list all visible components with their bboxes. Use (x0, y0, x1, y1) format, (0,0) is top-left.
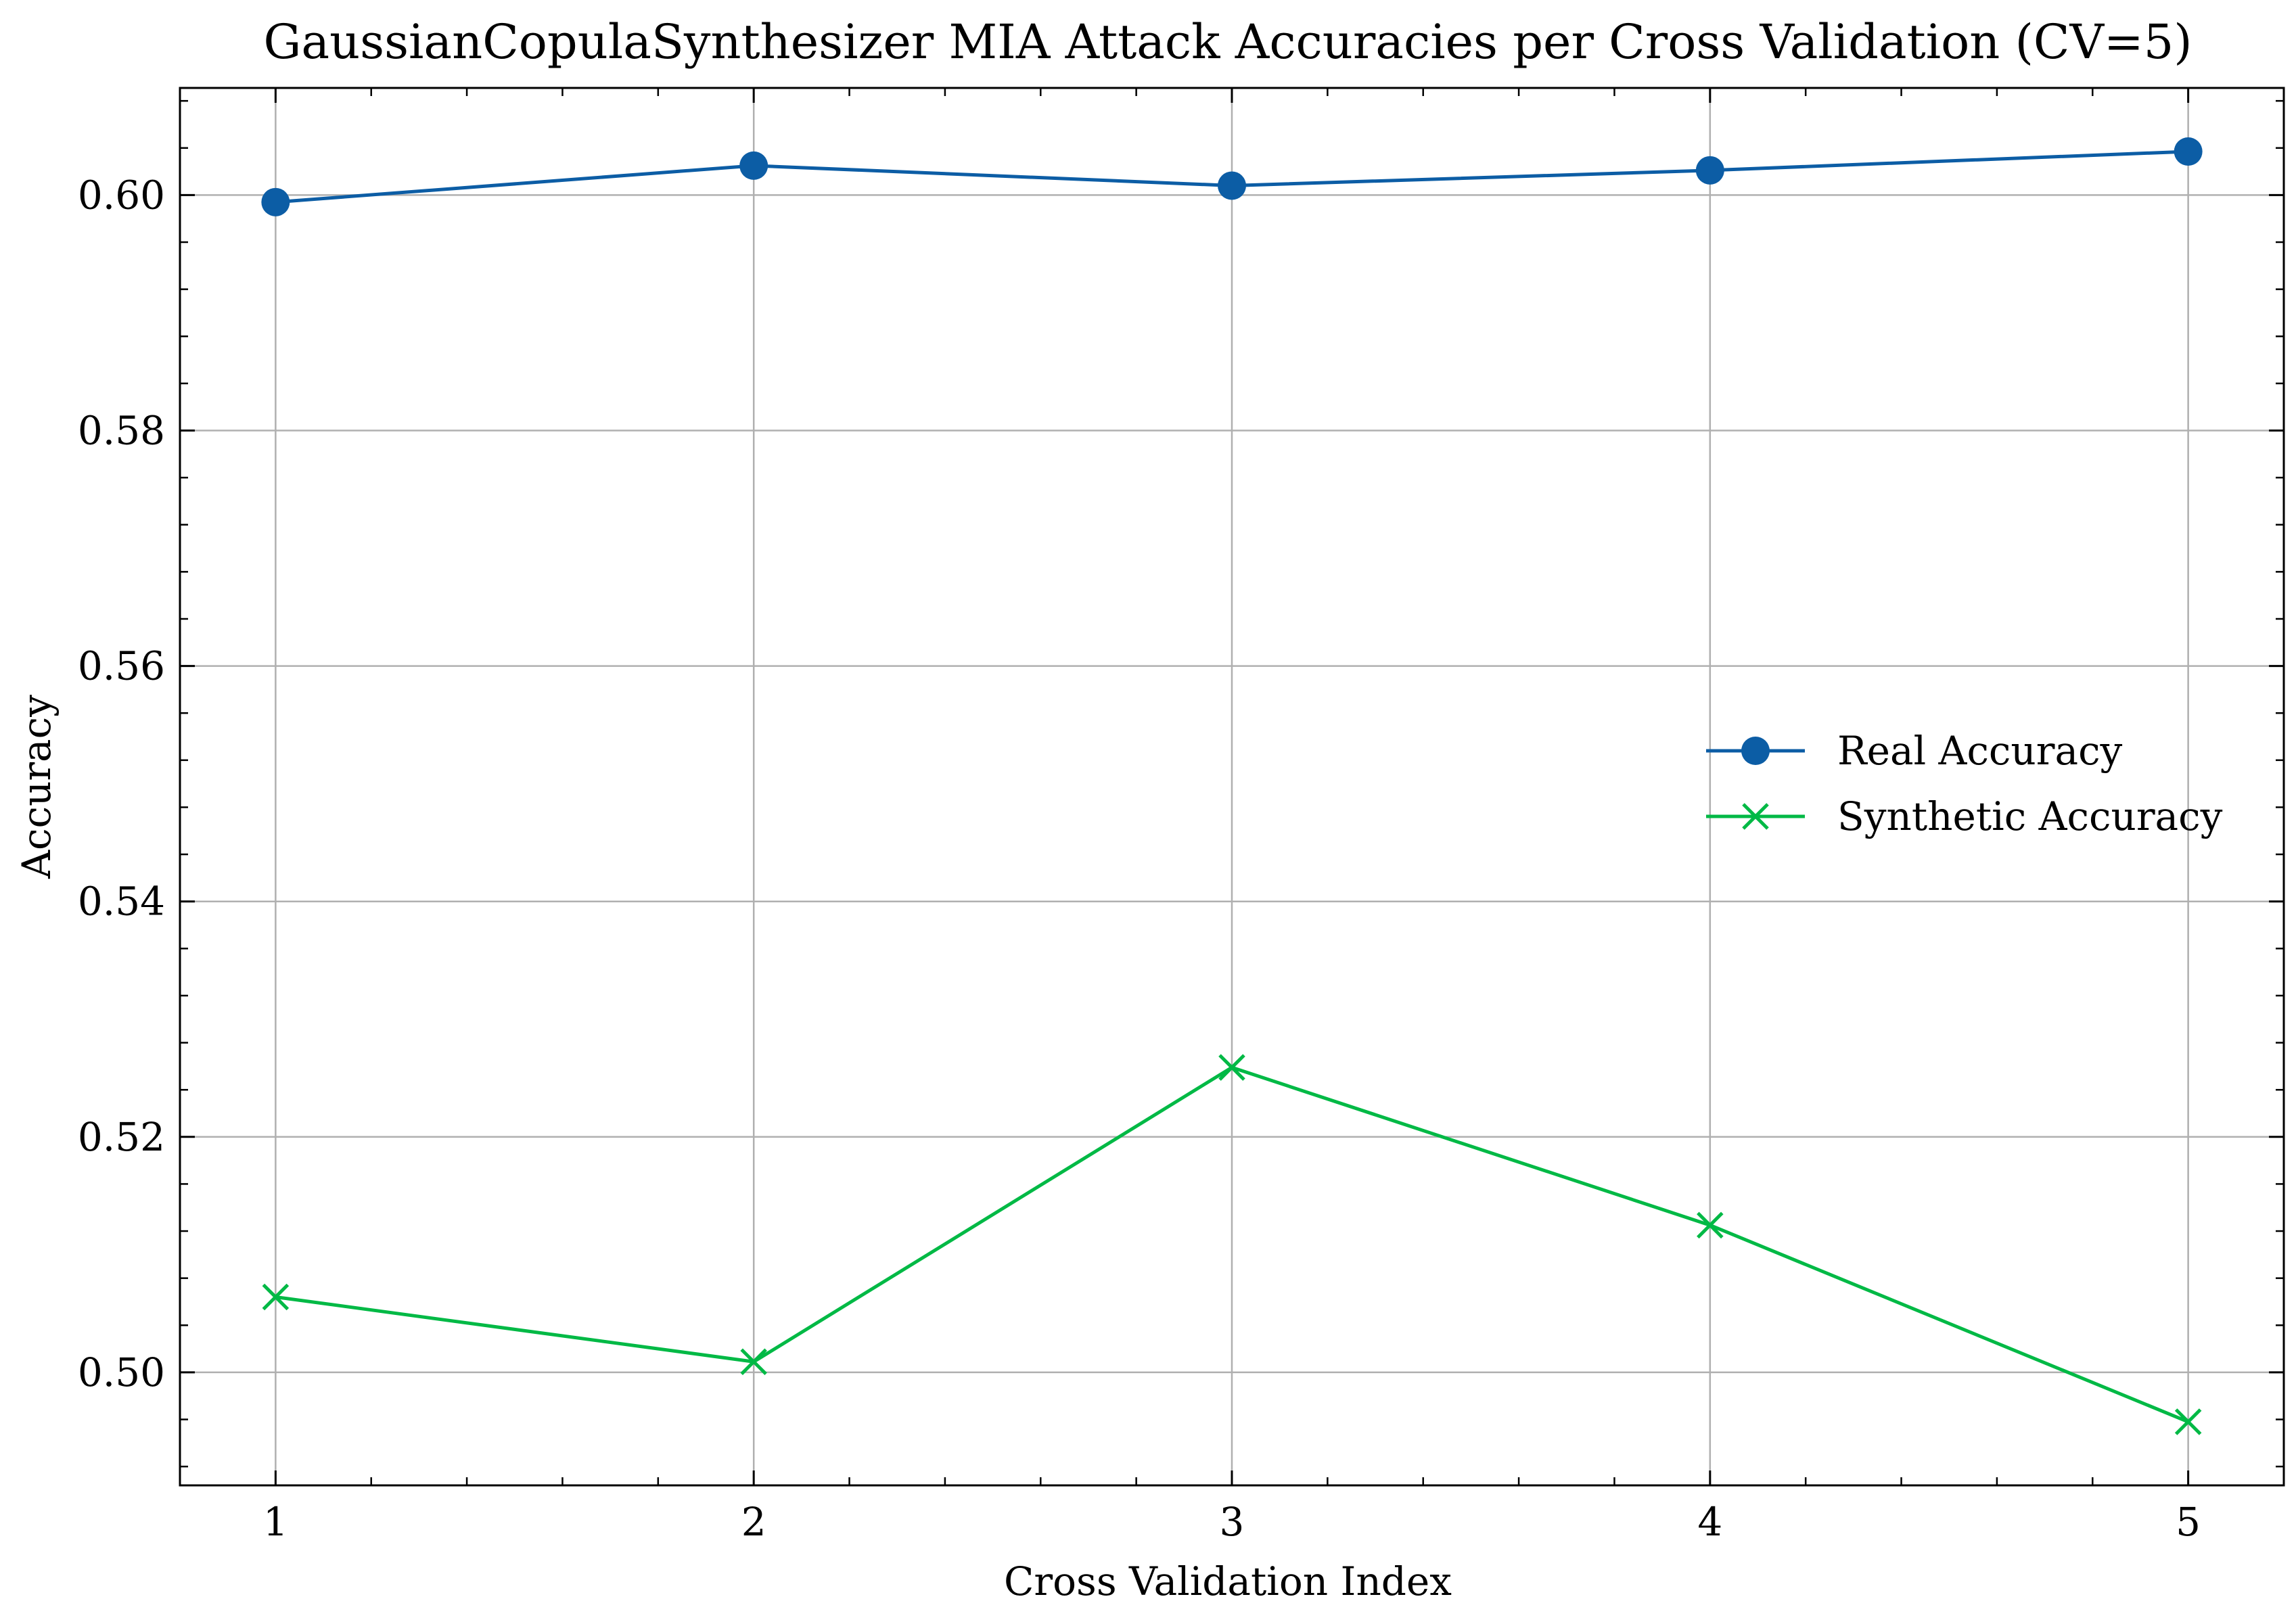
legend-label: Real Accuracy (1837, 728, 2123, 774)
data-point (2174, 137, 2203, 166)
legend-label: Synthetic Accuracy (1837, 793, 2223, 839)
y-tick-label: 0.60 (78, 172, 165, 218)
legend: Real Accuracy Synthetic Accuracy (1706, 728, 2223, 839)
x-tick-label: 4 (1697, 1499, 1722, 1545)
series-2 (262, 1054, 2202, 1435)
data-point (1218, 1054, 1245, 1081)
marker-stroke (1218, 1054, 1245, 1081)
data-point (262, 1283, 290, 1311)
x-axis-label: Cross Validation Index (1004, 1558, 1452, 1604)
y-tick-label: 0.52 (78, 1114, 165, 1160)
marker-stroke (1697, 1211, 1724, 1239)
legend-marker (1741, 737, 1770, 765)
y-tick-label: 0.58 (78, 407, 165, 453)
y-tick-label: 0.54 (78, 879, 165, 925)
data-point (1218, 171, 1246, 200)
data-point (2174, 1408, 2202, 1435)
x-tick-label: 2 (741, 1499, 766, 1545)
tick-labels: 1 2 3 4 5 0.50 0.52 0.54 0.56 0.58 0.60 (78, 172, 2201, 1545)
x-tick-label: 1 (263, 1499, 288, 1545)
marker-stroke (2174, 1408, 2202, 1435)
series-layer (261, 137, 2203, 1435)
data-point (740, 1348, 767, 1376)
y-tick-label: 0.56 (78, 643, 165, 689)
y-axis-label: Accuracy (14, 695, 60, 879)
chart-title: GaussianCopulaSynthesizer MIA Attack Acc… (263, 14, 2192, 70)
data-point (739, 151, 768, 180)
marker-stroke (740, 1348, 767, 1376)
data-point (1695, 156, 1724, 185)
data-point (1697, 1211, 1724, 1239)
data-point (261, 187, 290, 216)
ticks (179, 88, 2285, 1485)
x-tick-label: 3 (1220, 1499, 1245, 1545)
legend-marker (1742, 803, 1769, 830)
series-1 (261, 137, 2203, 216)
marker-stroke (262, 1283, 290, 1311)
x-tick-label: 5 (2176, 1499, 2201, 1545)
y-tick-label: 0.50 (78, 1349, 165, 1395)
legend-item: Real Accuracy (1706, 728, 2123, 774)
legend-item: Synthetic Accuracy (1706, 793, 2223, 839)
